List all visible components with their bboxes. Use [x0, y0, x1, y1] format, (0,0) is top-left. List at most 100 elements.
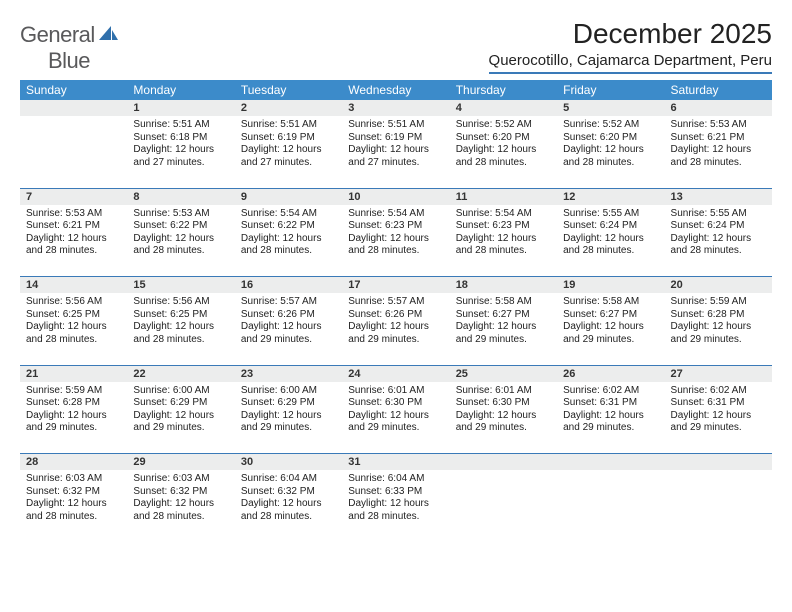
dayhead-fri: Friday [557, 80, 664, 100]
day-cell: Sunrise: 5:59 AM Sunset: 6:28 PM Dayligh… [665, 293, 772, 365]
day-number: 16 [235, 277, 342, 294]
day-number: 6 [665, 100, 772, 116]
day-cell [557, 470, 664, 542]
day-number: 25 [450, 365, 557, 382]
day-number: 29 [127, 454, 234, 471]
day-number [665, 454, 772, 471]
day-number: 18 [450, 277, 557, 294]
day-cell: Sunrise: 6:00 AM Sunset: 6:29 PM Dayligh… [235, 382, 342, 454]
daynum-row: 14151617181920 [20, 277, 772, 294]
day-cell: Sunrise: 6:04 AM Sunset: 6:33 PM Dayligh… [342, 470, 449, 542]
dayhead-thu: Thursday [450, 80, 557, 100]
day-number: 21 [20, 365, 127, 382]
day-cell: Sunrise: 5:53 AM Sunset: 6:21 PM Dayligh… [20, 205, 127, 277]
day-cell: Sunrise: 5:53 AM Sunset: 6:22 PM Dayligh… [127, 205, 234, 277]
day-number: 24 [342, 365, 449, 382]
content-row: Sunrise: 5:56 AM Sunset: 6:25 PM Dayligh… [20, 293, 772, 365]
day-cell: Sunrise: 5:54 AM Sunset: 6:23 PM Dayligh… [342, 205, 449, 277]
day-number [20, 100, 127, 116]
content-row: Sunrise: 6:03 AM Sunset: 6:32 PM Dayligh… [20, 470, 772, 542]
day-cell: Sunrise: 5:56 AM Sunset: 6:25 PM Dayligh… [20, 293, 127, 365]
dayhead-wed: Wednesday [342, 80, 449, 100]
calendar-table: Sunday Monday Tuesday Wednesday Thursday… [20, 80, 772, 542]
daynum-row: 28293031 [20, 454, 772, 471]
location-text: Querocotillo, Cajamarca Department, Peru [489, 52, 772, 74]
day-cell: Sunrise: 6:04 AM Sunset: 6:32 PM Dayligh… [235, 470, 342, 542]
daynum-row: 78910111213 [20, 188, 772, 205]
day-number: 10 [342, 188, 449, 205]
day-cell: Sunrise: 5:55 AM Sunset: 6:24 PM Dayligh… [665, 205, 772, 277]
day-cell: Sunrise: 6:03 AM Sunset: 6:32 PM Dayligh… [20, 470, 127, 542]
logo-sail-icon [97, 22, 119, 47]
content-row: Sunrise: 5:59 AM Sunset: 6:28 PM Dayligh… [20, 382, 772, 454]
day-number: 27 [665, 365, 772, 382]
day-cell: Sunrise: 5:57 AM Sunset: 6:26 PM Dayligh… [235, 293, 342, 365]
title-block: December 2025 Querocotillo, Cajamarca De… [489, 18, 772, 74]
logo-part2: Blue [48, 48, 90, 73]
day-cell: Sunrise: 5:58 AM Sunset: 6:27 PM Dayligh… [450, 293, 557, 365]
daynum-row: 21222324252627 [20, 365, 772, 382]
day-cell: Sunrise: 6:03 AM Sunset: 6:32 PM Dayligh… [127, 470, 234, 542]
day-cell: Sunrise: 5:54 AM Sunset: 6:23 PM Dayligh… [450, 205, 557, 277]
day-cell: Sunrise: 5:57 AM Sunset: 6:26 PM Dayligh… [342, 293, 449, 365]
day-number: 3 [342, 100, 449, 116]
day-number: 7 [20, 188, 127, 205]
dayhead-sun: Sunday [20, 80, 127, 100]
day-number: 5 [557, 100, 664, 116]
day-number: 22 [127, 365, 234, 382]
day-number: 15 [127, 277, 234, 294]
day-number: 1 [127, 100, 234, 116]
day-cell: Sunrise: 5:51 AM Sunset: 6:19 PM Dayligh… [342, 116, 449, 188]
day-cell: Sunrise: 5:53 AM Sunset: 6:21 PM Dayligh… [665, 116, 772, 188]
logo: General Blue [20, 22, 119, 74]
day-cell [665, 470, 772, 542]
day-cell: Sunrise: 5:59 AM Sunset: 6:28 PM Dayligh… [20, 382, 127, 454]
day-number: 28 [20, 454, 127, 471]
logo-text: General Blue [20, 22, 119, 74]
day-cell [450, 470, 557, 542]
day-number: 2 [235, 100, 342, 116]
header: General Blue December 2025 Querocotillo,… [20, 18, 772, 74]
day-number: 14 [20, 277, 127, 294]
dayhead-sat: Saturday [665, 80, 772, 100]
day-number: 20 [665, 277, 772, 294]
day-cell: Sunrise: 5:58 AM Sunset: 6:27 PM Dayligh… [557, 293, 664, 365]
day-header-row: Sunday Monday Tuesday Wednesday Thursday… [20, 80, 772, 100]
daynum-row: 123456 [20, 100, 772, 116]
day-cell: Sunrise: 6:01 AM Sunset: 6:30 PM Dayligh… [342, 382, 449, 454]
day-cell [20, 116, 127, 188]
day-cell: Sunrise: 6:02 AM Sunset: 6:31 PM Dayligh… [557, 382, 664, 454]
day-cell: Sunrise: 5:54 AM Sunset: 6:22 PM Dayligh… [235, 205, 342, 277]
day-number: 12 [557, 188, 664, 205]
day-number: 9 [235, 188, 342, 205]
day-number [557, 454, 664, 471]
day-number [450, 454, 557, 471]
day-cell: Sunrise: 5:51 AM Sunset: 6:18 PM Dayligh… [127, 116, 234, 188]
day-number: 17 [342, 277, 449, 294]
dayhead-tue: Tuesday [235, 80, 342, 100]
day-cell: Sunrise: 6:01 AM Sunset: 6:30 PM Dayligh… [450, 382, 557, 454]
content-row: Sunrise: 5:53 AM Sunset: 6:21 PM Dayligh… [20, 205, 772, 277]
day-number: 23 [235, 365, 342, 382]
day-number: 30 [235, 454, 342, 471]
day-cell: Sunrise: 6:02 AM Sunset: 6:31 PM Dayligh… [665, 382, 772, 454]
day-cell: Sunrise: 5:52 AM Sunset: 6:20 PM Dayligh… [557, 116, 664, 188]
day-number: 31 [342, 454, 449, 471]
logo-part1: General [20, 22, 95, 47]
day-number: 4 [450, 100, 557, 116]
day-number: 8 [127, 188, 234, 205]
day-cell: Sunrise: 5:55 AM Sunset: 6:24 PM Dayligh… [557, 205, 664, 277]
day-cell: Sunrise: 5:52 AM Sunset: 6:20 PM Dayligh… [450, 116, 557, 188]
day-number: 26 [557, 365, 664, 382]
day-number: 11 [450, 188, 557, 205]
day-number: 13 [665, 188, 772, 205]
day-number: 19 [557, 277, 664, 294]
calendar-body: 123456Sunrise: 5:51 AM Sunset: 6:18 PM D… [20, 100, 772, 542]
day-cell: Sunrise: 6:00 AM Sunset: 6:29 PM Dayligh… [127, 382, 234, 454]
content-row: Sunrise: 5:51 AM Sunset: 6:18 PM Dayligh… [20, 116, 772, 188]
day-cell: Sunrise: 5:51 AM Sunset: 6:19 PM Dayligh… [235, 116, 342, 188]
month-title: December 2025 [489, 18, 772, 50]
calendar-page: General Blue December 2025 Querocotillo,… [0, 0, 792, 542]
day-cell: Sunrise: 5:56 AM Sunset: 6:25 PM Dayligh… [127, 293, 234, 365]
dayhead-mon: Monday [127, 80, 234, 100]
